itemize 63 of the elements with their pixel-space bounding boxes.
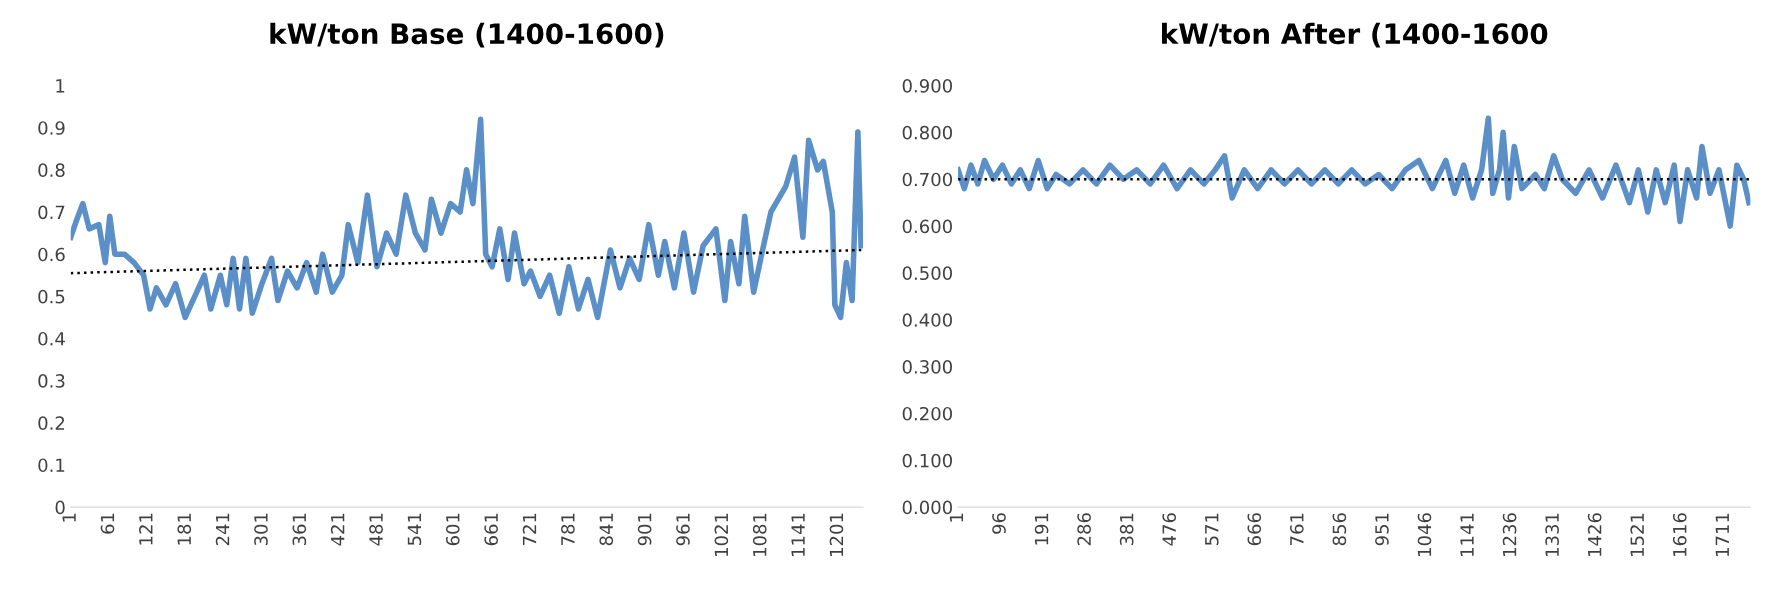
x-tick-label: 481 xyxy=(369,513,383,546)
y-tick-label: 0.300 xyxy=(902,360,952,374)
y-tick-label: 0.100 xyxy=(902,453,952,468)
x-tick-label: 781 xyxy=(561,513,575,545)
y-tick-label: 0.1 xyxy=(38,458,65,473)
x-tick-label: 421 xyxy=(330,513,345,546)
x-tick-label: 721 xyxy=(522,513,537,545)
chart-title: kW/ton After (1400-1600 xyxy=(1162,22,1548,48)
x-tick-label: 1081 xyxy=(752,513,767,556)
x-tick-label: 301 xyxy=(254,513,268,546)
x-tick-label: 241 xyxy=(215,513,230,546)
x-tick-label: 761 xyxy=(1290,513,1304,545)
x-tick-label: 661 xyxy=(484,513,498,546)
x-tick-label: 61 xyxy=(100,513,115,534)
x-tick-label: 96 xyxy=(992,513,1006,534)
chart-title: kW/ton Base (1400-1600) xyxy=(270,22,664,48)
x-tick-label: 841 xyxy=(599,513,614,546)
x-tick-label: 1021 xyxy=(714,513,729,556)
y-tick-label: 0.2 xyxy=(38,416,65,430)
x-tick-label: 1141 xyxy=(1460,513,1474,556)
x-tick-label: 286 xyxy=(1077,513,1091,546)
x-tick-label: 121 xyxy=(139,513,153,545)
y-tick-label: 0.200 xyxy=(902,406,952,421)
x-tick-label: 191 xyxy=(1034,513,1049,545)
x-tick-label: 541 xyxy=(407,513,422,546)
y-tick-label: 0.400 xyxy=(902,313,952,327)
y-tick-label: 0.5 xyxy=(38,289,65,304)
x-tick-label: 666 xyxy=(1247,513,1262,546)
x-tick-label: 476 xyxy=(1162,513,1177,546)
x-tick-label: 1426 xyxy=(1587,513,1602,556)
x-tick-label: 1141 xyxy=(791,513,805,556)
y-tick-label: 0.800 xyxy=(902,125,952,140)
y-tick-label: 0.700 xyxy=(902,172,952,187)
x-tick-label: 1711 xyxy=(1715,513,1729,556)
y-tick-label: 0 xyxy=(55,500,65,515)
x-tick-label: 601 xyxy=(445,513,460,546)
x-tick-label: 361 xyxy=(292,513,307,546)
y-tick-label: 0.900 xyxy=(902,79,952,93)
x-tick-label: 571 xyxy=(1205,513,1219,546)
x-tick-label: 1616 xyxy=(1672,513,1687,556)
y-tick-label: 0.9 xyxy=(38,121,65,135)
y-tick-label: 0.500 xyxy=(902,266,952,281)
x-tick-label: 951 xyxy=(1375,513,1389,546)
x-tick-label: 1331 xyxy=(1545,513,1559,556)
y-tick-label: 0.7 xyxy=(38,205,65,220)
x-tick-label: 961 xyxy=(676,513,690,546)
y-tick-label: 0.3 xyxy=(38,374,65,388)
x-tick-label: 1 xyxy=(949,513,964,522)
x-tick-label: 1046 xyxy=(1417,513,1432,556)
x-tick-label: 1 xyxy=(62,513,76,522)
x-tick-label: 1521 xyxy=(1630,513,1645,556)
y-tick-label: 0.4 xyxy=(38,331,65,346)
x-tick-label: 1236 xyxy=(1502,513,1517,556)
x-tick-label: 1201 xyxy=(829,513,844,556)
y-tick-label: 1 xyxy=(56,79,65,93)
x-tick-label: 856 xyxy=(1332,513,1347,546)
y-tick-label: 0.8 xyxy=(38,163,65,177)
y-tick-label: 0.000 xyxy=(902,500,952,515)
y-tick-label: 0.6 xyxy=(38,247,65,262)
x-tick-label: 181 xyxy=(177,513,192,545)
y-tick-label: 0.600 xyxy=(902,219,952,234)
x-tick-label: 901 xyxy=(637,513,652,546)
x-tick-label: 381 xyxy=(1119,513,1134,546)
